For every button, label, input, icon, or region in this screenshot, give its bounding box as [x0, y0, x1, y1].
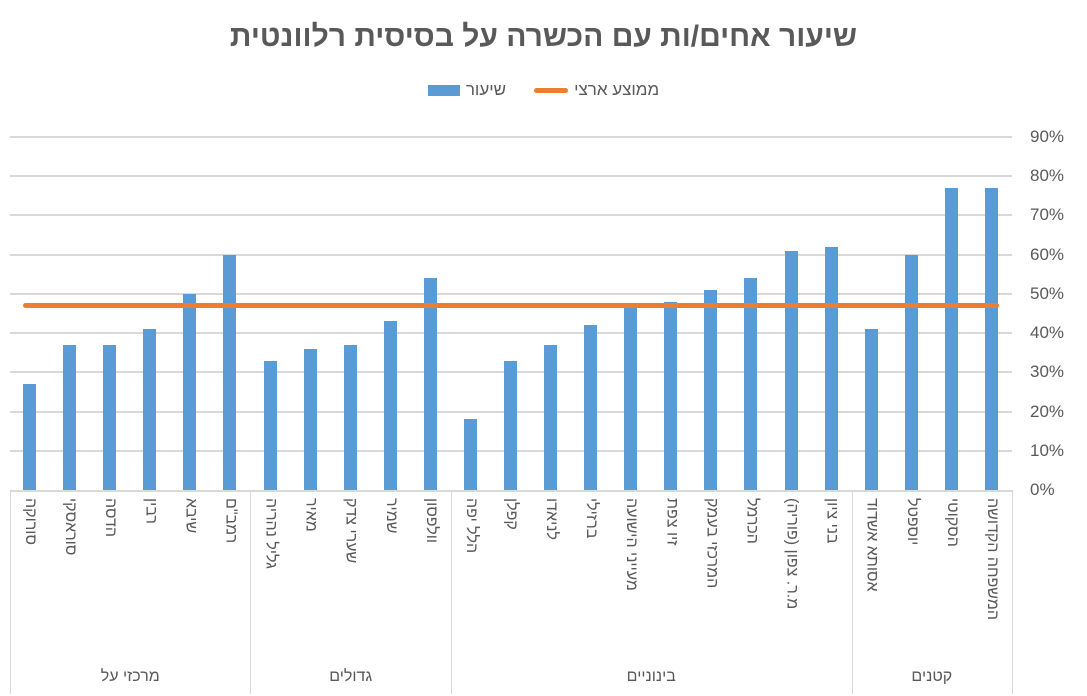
bar	[504, 360, 517, 490]
y-tick-label: 0%	[1030, 480, 1055, 499]
x-category-label: סוראסקי	[62, 498, 80, 556]
bar	[303, 348, 317, 490]
x-category-label: מאיר	[302, 498, 320, 532]
legend: ממוצע ארצי שיעור	[0, 80, 1087, 100]
x-category-label: אסותא אשדוד	[863, 498, 881, 592]
x-category-label: מ.ר. צפון (פוריה)	[783, 498, 801, 610]
bar	[944, 188, 958, 490]
y-tick-label: 20%	[1030, 401, 1065, 421]
legend-label-national-average: ממוצע ארצי	[574, 80, 660, 99]
bar	[223, 254, 237, 490]
bar	[664, 301, 678, 490]
bar	[23, 384, 37, 490]
bar	[183, 293, 197, 490]
x-category-label: הסקוטי	[943, 498, 961, 547]
y-tick-label: 40%	[1030, 323, 1065, 343]
bar	[383, 321, 397, 490]
x-category-label: רמב"ם	[222, 498, 240, 544]
gridline	[10, 214, 1012, 217]
gridline	[10, 253, 1012, 256]
legend-label-rate: שיעור	[465, 80, 507, 99]
y-tick-label: 50%	[1030, 283, 1065, 303]
x-category-label: סורוקה	[22, 498, 40, 545]
bar	[343, 344, 357, 490]
legend-item-national-average: ממוצע ארצי	[534, 80, 659, 100]
group-separator	[851, 490, 853, 694]
bar	[624, 305, 638, 490]
gridline	[10, 332, 1012, 335]
bar	[904, 254, 918, 490]
group-separator	[1012, 490, 1013, 694]
x-category-label: קפלן	[503, 498, 520, 530]
x-category-label: הדסה	[102, 498, 120, 538]
x-category-label: לניאדו	[543, 498, 561, 540]
x-category-label: בני ציון	[823, 498, 841, 544]
bar	[463, 419, 477, 490]
line-swatch-icon	[534, 87, 569, 93]
x-category-label: רבין	[142, 498, 160, 524]
y-tick-label: 80%	[1030, 166, 1065, 186]
bar	[143, 329, 157, 490]
x-category-label: שערי צדק	[342, 498, 360, 564]
group-separator	[250, 490, 252, 694]
x-category-label: וולפסון	[422, 498, 440, 544]
bar	[103, 344, 117, 490]
x-group-label: בינוניים	[626, 668, 676, 685]
bar	[744, 278, 758, 490]
x-category-label: מעייני הישועה	[623, 498, 641, 591]
x-category-label: המרכזי בעמק	[703, 498, 721, 589]
bar	[984, 188, 998, 490]
y-tick-label: 30%	[1030, 362, 1065, 382]
x-category-label: הכרמל	[743, 498, 761, 544]
y-tick-label: 60%	[1030, 244, 1065, 264]
gridline	[10, 136, 1012, 138]
x-category-label: המשפחה הקדושה	[983, 498, 1001, 620]
bar	[544, 344, 558, 490]
bar	[584, 325, 598, 490]
y-tick-label: 10%	[1030, 440, 1065, 460]
x-category-label: יוספטל	[903, 498, 921, 546]
group-separator	[450, 490, 452, 694]
x-category-label: ברזילי	[583, 498, 601, 539]
legend-item-rate: שיעור	[427, 80, 507, 100]
bar	[824, 246, 838, 490]
bar	[63, 344, 77, 490]
bar	[423, 278, 437, 490]
group-separator	[10, 490, 11, 694]
national-average-line	[23, 303, 999, 309]
y-tick-label: 70%	[1030, 205, 1065, 225]
bar	[263, 360, 277, 490]
bar	[784, 250, 798, 490]
bar	[864, 329, 878, 490]
x-category-label: שמיר	[382, 498, 400, 534]
x-category-label: הלל יפה	[462, 498, 480, 554]
bar	[704, 289, 718, 490]
x-category-label: שיבא	[182, 498, 200, 534]
x-axis	[10, 490, 1012, 696]
x-category-label: זיו צפת	[663, 498, 681, 546]
gridline	[10, 292, 1012, 295]
x-category-label: גליל נהריה	[262, 498, 280, 569]
x-group-label: קטנים	[911, 668, 953, 685]
x-group-label: מרכזי על	[100, 668, 160, 685]
chart-title: שיעור אחים/ות עם הכשרה על בסיסית רלוונטי…	[229, 20, 858, 53]
bar-swatch-icon	[427, 84, 460, 96]
gridline	[10, 175, 1012, 178]
x-group-label: גדולים	[329, 668, 373, 685]
y-tick-label: 90%	[1030, 127, 1065, 146]
plot-area	[10, 136, 1012, 490]
